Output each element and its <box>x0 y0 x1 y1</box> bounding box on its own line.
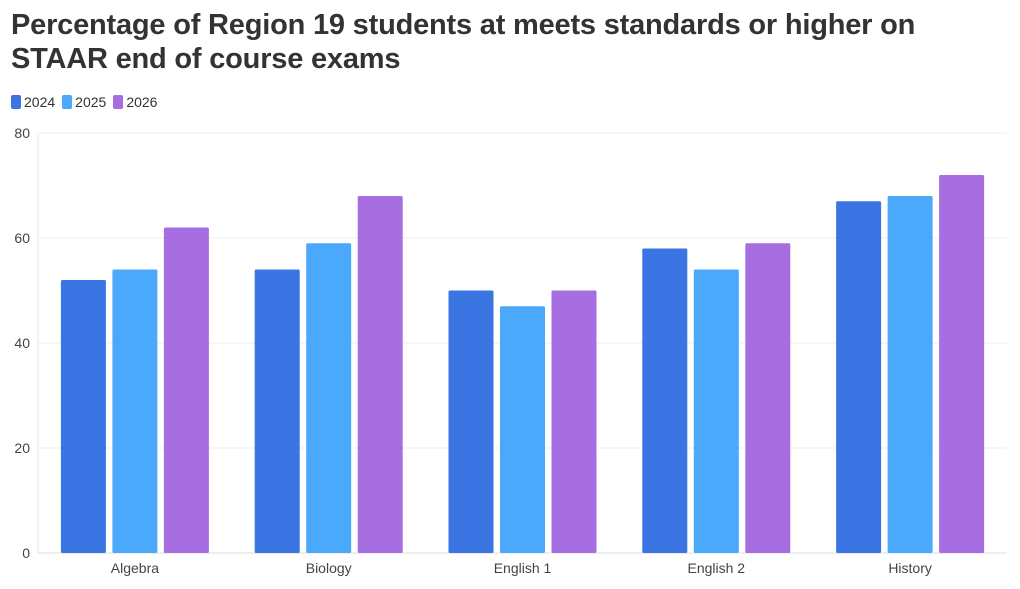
bar-2024-algebra <box>60 280 106 553</box>
legend-item-2024[interactable]: 2024 <box>11 94 55 110</box>
bar-2025-biology <box>306 243 352 553</box>
bar-2025-english-1 <box>500 306 545 553</box>
x-tick-label: English 2 <box>688 560 746 576</box>
y-tick-label: 20 <box>14 440 30 456</box>
bar-2024-english-1 <box>448 290 494 553</box>
y-tick-label: 60 <box>14 230 30 246</box>
bar-2026-english-1 <box>551 290 597 553</box>
legend-item-2026[interactable]: 2026 <box>113 94 157 110</box>
legend-label-2026: 2026 <box>126 94 158 110</box>
bar-2024-history <box>836 201 882 553</box>
bar-2026-algebra <box>163 227 209 553</box>
x-tick-label: Biology <box>306 560 352 576</box>
legend-label-2025: 2025 <box>75 94 107 110</box>
legend-label-2024: 2024 <box>24 94 56 110</box>
bar-2026-history <box>939 175 985 553</box>
y-tick-label: 0 <box>22 545 30 561</box>
legend-swatch-2024 <box>11 95 21 109</box>
legend: 2024 2025 2026 <box>11 93 164 111</box>
x-tick-label: English 1 <box>494 560 552 576</box>
chart-title: Percentage of Region 19 students at meet… <box>11 9 916 75</box>
legend-item-2025[interactable]: 2025 <box>62 94 106 110</box>
bar-2024-biology <box>254 269 300 553</box>
legend-swatch-2025 <box>62 95 73 109</box>
bar-2024-english-2 <box>642 248 688 553</box>
y-tick-label: 40 <box>14 335 30 351</box>
bar-2026-english-2 <box>745 243 791 553</box>
x-tick-label: Algebra <box>111 560 159 576</box>
bar-2025-history <box>887 196 933 553</box>
bar-2025-algebra <box>112 269 158 553</box>
x-tick-label: History <box>888 560 932 576</box>
bar-2026-biology <box>357 196 403 553</box>
legend-swatch-2026 <box>113 95 124 109</box>
bar-2025-english-2 <box>693 269 739 553</box>
y-tick-label: 80 <box>14 125 30 141</box>
